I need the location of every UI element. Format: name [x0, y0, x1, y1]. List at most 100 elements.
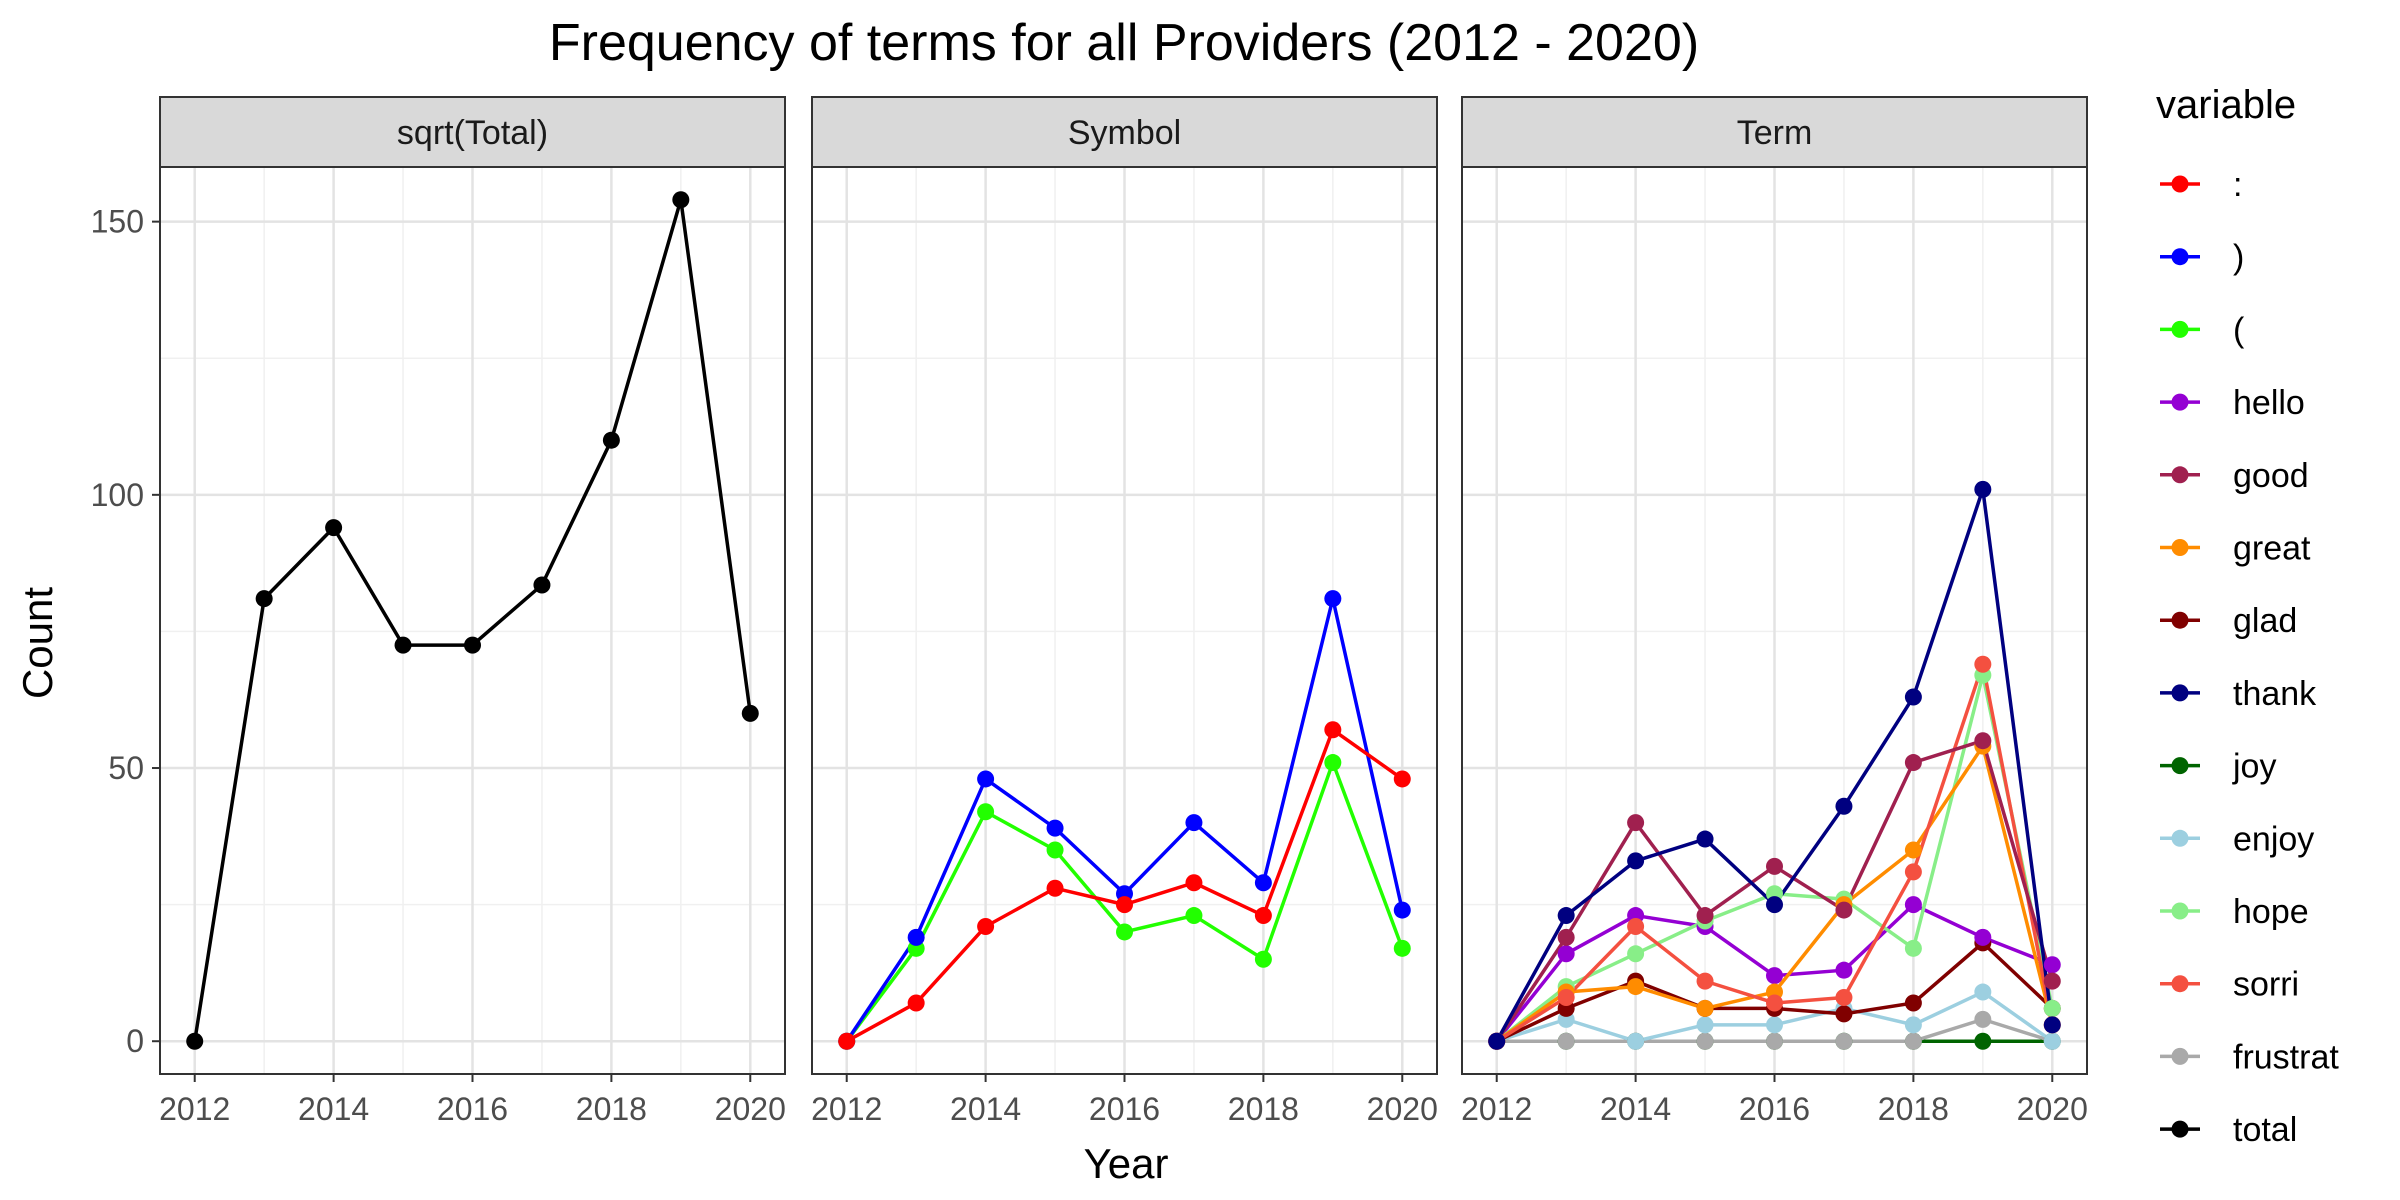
legend-label: good — [2233, 457, 2309, 495]
panels-group: sqrt(Total) 2012 2014 2016 2018 2020 0 50 100 150… — [91, 96, 2088, 1127]
data-point-good — [1904, 754, 1922, 772]
data-point-) — [1046, 819, 1064, 837]
legend-item: good — [2160, 457, 2309, 495]
data-point-hello — [1766, 967, 1783, 985]
data-point-( — [977, 803, 995, 821]
legend-item: thank — [2160, 675, 2317, 713]
legend-item: : — [2160, 166, 2242, 204]
data-point-: — [1185, 874, 1203, 892]
facet-strip-label: Term — [1737, 114, 1813, 152]
x-tick-label: 2014 — [950, 1091, 1021, 1127]
data-point-hope — [2043, 999, 2061, 1017]
legend-key-point — [2171, 902, 2189, 920]
x-tick-label: 2014 — [298, 1091, 369, 1127]
data-point-thank — [1488, 1032, 1506, 1050]
data-point-frustrat — [1557, 1032, 1575, 1050]
x-axis-title: Year — [1084, 1140, 1169, 1187]
legend-label: great — [2233, 530, 2311, 568]
legend-item: glad — [2160, 602, 2297, 640]
data-point-: — [1254, 907, 1272, 925]
data-point-frustrat — [1766, 1032, 1783, 1050]
data-point-enjoy — [1904, 1016, 1922, 1034]
x-tick-label: 2020 — [1367, 1091, 1438, 1127]
data-point-enjoy — [1627, 1032, 1645, 1050]
chart-title: Frequency of terms for all Providers (20… — [549, 14, 1699, 72]
legend-item: sorri — [2160, 966, 2299, 1004]
data-point-good — [1766, 857, 1783, 875]
legend-item: hope — [2160, 893, 2309, 931]
legend-label: glad — [2233, 602, 2297, 640]
legend-item: total — [2160, 1111, 2297, 1149]
x-tick-label: 2016 — [1089, 1091, 1160, 1127]
legend-item: ( — [2160, 311, 2245, 349]
data-point-total — [394, 636, 412, 654]
data-point-) — [1393, 901, 1411, 919]
legend-label: enjoy — [2233, 820, 2314, 858]
data-point-thank — [1904, 688, 1922, 706]
data-point-( — [1185, 907, 1203, 925]
data-point-total — [186, 1032, 204, 1050]
data-point-( — [1393, 939, 1411, 957]
data-point-: — [1046, 879, 1064, 897]
legend-label: thank — [2233, 675, 2317, 713]
data-point-thank — [1557, 907, 1575, 925]
data-point-great — [1696, 999, 1714, 1017]
data-point-total — [672, 191, 690, 209]
data-point-frustrat — [1904, 1032, 1922, 1050]
data-point-hello — [2043, 956, 2061, 974]
data-point-( — [1046, 841, 1064, 859]
data-point-hello — [1974, 928, 1992, 946]
data-point-hope — [1904, 939, 1922, 957]
data-point-) — [1185, 814, 1203, 832]
legend-key-point — [2171, 684, 2189, 702]
data-point-total — [325, 519, 343, 537]
facet-strip-label: Symbol — [1068, 114, 1181, 152]
data-point-( — [1324, 754, 1342, 772]
data-point-thank — [1627, 852, 1645, 870]
y-tick-label: 0 — [126, 1023, 144, 1059]
data-point-total — [741, 704, 759, 722]
x-tick-label: 2016 — [437, 1091, 508, 1127]
data-point-: — [977, 917, 995, 935]
x-tick-label: 2020 — [2017, 1091, 2088, 1127]
data-point-) — [1254, 874, 1272, 892]
x-tick-label: 2016 — [1739, 1091, 1810, 1127]
data-point-good — [1627, 814, 1645, 832]
x-tick-label: 2018 — [576, 1091, 647, 1127]
data-point-) — [1324, 590, 1342, 608]
legend: variable :) (hello good great glad thank joy en… — [2156, 83, 2339, 1149]
data-point-total — [255, 590, 273, 608]
data-point-thank — [1835, 797, 1853, 815]
data-point-) — [907, 928, 925, 946]
legend-label: : — [2233, 166, 2242, 204]
data-point-enjoy — [1696, 1016, 1714, 1034]
y-tick-label: 100 — [91, 477, 144, 513]
facet-strip — [1461, 96, 2088, 168]
legend-key-point — [2171, 175, 2189, 193]
data-point-hello — [1835, 961, 1853, 979]
data-point-frustrat — [1696, 1032, 1714, 1050]
data-point-sorri — [1627, 917, 1645, 935]
x-tick-label: 2012 — [1461, 1091, 1532, 1127]
x-tick-label: 2020 — [715, 1091, 786, 1127]
x-tick-label: 2018 — [1878, 1091, 1949, 1127]
legend-key-point — [2171, 393, 2189, 411]
data-point-total — [533, 576, 551, 594]
data-point-frustrat — [1835, 1032, 1853, 1050]
data-point-total — [464, 636, 481, 654]
legend-item: ) — [2160, 239, 2244, 277]
data-point-( — [1116, 923, 1133, 941]
y-axis-title: Count — [14, 587, 61, 699]
data-point-total — [602, 431, 620, 449]
legend-key-point — [2171, 611, 2189, 629]
legend-key-point — [2171, 1120, 2189, 1138]
legend-label: frustrat — [2233, 1038, 2339, 1076]
data-point-enjoy — [2043, 1032, 2061, 1050]
x-tick-label: 2018 — [1228, 1091, 1299, 1127]
legend-label: hope — [2233, 893, 2309, 931]
legend-item: great — [2160, 530, 2311, 568]
data-point-sorri — [1766, 994, 1783, 1012]
data-point-: — [1116, 896, 1133, 914]
legend-key-point — [2171, 539, 2189, 556]
data-point-good — [1835, 901, 1853, 919]
